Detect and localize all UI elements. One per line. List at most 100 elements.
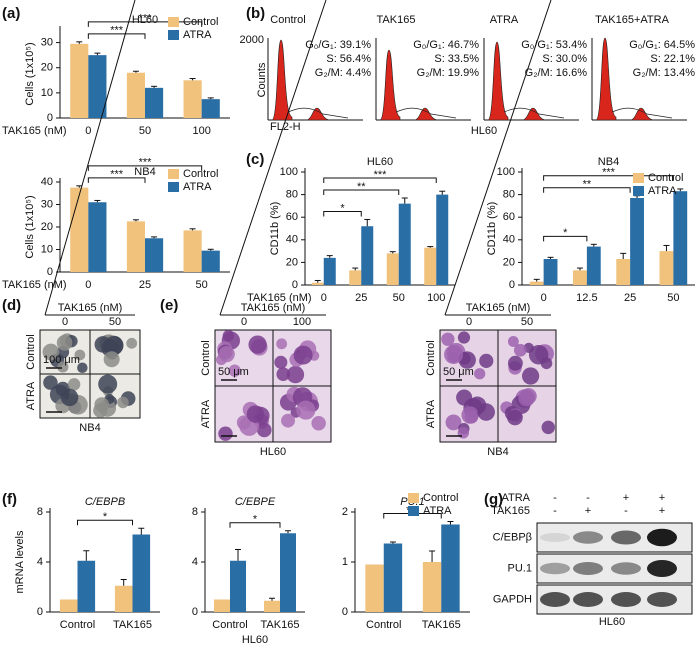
- x-tick-label: Control: [212, 619, 247, 631]
- cell: [296, 400, 316, 420]
- significance-bracket: [87, 165, 203, 171]
- bar: [88, 55, 107, 118]
- cell-cycle-stat: G₀/G₁: 39.1%: [305, 39, 371, 51]
- x-tick-label: 50: [196, 279, 208, 291]
- y-tick-label: 10: [41, 243, 53, 255]
- significance-bracket: [543, 235, 588, 242]
- bar: [88, 202, 107, 272]
- cell: [456, 389, 473, 406]
- y-tick-label: 0: [47, 112, 53, 124]
- blot-band: [573, 562, 603, 575]
- cell: [74, 349, 86, 361]
- header-rule: [44, 0, 136, 316]
- cell: [228, 364, 241, 377]
- error-bar: [132, 219, 139, 222]
- bar: [422, 562, 442, 612]
- x-tick-label: 0: [321, 292, 327, 304]
- panel-label: (b): [246, 5, 265, 22]
- bar: [59, 599, 78, 612]
- significance-label: ***: [110, 169, 124, 181]
- stain-cell-line: NB4: [79, 422, 100, 434]
- flow-title: Control: [270, 14, 305, 26]
- cell: [276, 338, 288, 350]
- legend-label: Control: [183, 16, 218, 28]
- error-bar: [677, 188, 684, 192]
- cell: [477, 403, 495, 421]
- treatment-sign: -: [553, 505, 557, 517]
- y-tick-label: 0: [37, 606, 43, 618]
- stain-row: ATRA: [25, 381, 37, 410]
- error-bar: [389, 251, 396, 254]
- error-bar: [314, 279, 321, 283]
- y-tick-label: 20: [41, 221, 53, 233]
- blot-band: [573, 531, 603, 544]
- bar: [361, 226, 374, 285]
- flow-y-label: Counts: [256, 62, 268, 97]
- error-bar: [207, 97, 214, 100]
- bar: [230, 560, 246, 612]
- chart-title: HL60: [367, 156, 393, 168]
- y-tick-label: 4: [192, 556, 198, 568]
- y-tick-label: 30: [41, 36, 53, 48]
- cell-cycle-stat: G₀/G₁: 46.7%: [413, 39, 479, 51]
- blot-band: [647, 528, 677, 547]
- bar: [424, 247, 437, 285]
- error-bar: [94, 52, 101, 56]
- bar: [114, 585, 133, 612]
- x-tick-label: 0: [85, 125, 91, 137]
- blot-cell-line: HL60: [599, 616, 625, 628]
- error-bar: [120, 579, 127, 586]
- y-axis-label: mRNA levels: [14, 530, 26, 593]
- x-tick-label: TAK165: [113, 619, 152, 631]
- bar: [441, 524, 460, 612]
- fit-curve: [503, 107, 565, 119]
- error-bar: [620, 252, 627, 260]
- cell-cycle-stat: S: 33.5%: [434, 53, 479, 65]
- x-tick-label: TAK165: [261, 619, 300, 631]
- cell: [77, 362, 88, 373]
- legend-label: ATRA: [648, 185, 677, 197]
- stain-column: 50: [109, 316, 121, 328]
- significance-bracket: [87, 33, 146, 39]
- y-tick-label: 100: [497, 166, 515, 178]
- cell: [507, 355, 523, 371]
- error-bar: [533, 278, 540, 282]
- chart-title: NB4: [134, 166, 155, 178]
- significance-label: ***: [374, 169, 388, 181]
- error-bar: [83, 550, 90, 561]
- bar: [70, 187, 89, 272]
- cell-cycle-stat: G₂/M: 16.6%: [525, 67, 588, 79]
- cell: [281, 413, 296, 428]
- y-tick-label: 80: [286, 189, 298, 201]
- panel-label: (a): [2, 5, 20, 22]
- error-bar: [151, 85, 158, 88]
- error-bar: [547, 256, 554, 260]
- bar: [616, 259, 631, 285]
- y-tick-label: 4: [37, 556, 43, 568]
- significance-bracket: [87, 177, 146, 183]
- legend-label: ATRA: [183, 181, 212, 193]
- bar: [126, 221, 145, 272]
- chart-title: HL60: [132, 14, 158, 26]
- x-tick-label: 25: [139, 279, 151, 291]
- cell: [461, 406, 479, 424]
- significance-bracket: [323, 177, 437, 183]
- error-bar: [285, 530, 291, 534]
- error-bar: [235, 549, 241, 561]
- chart-title: C/EBPE: [235, 496, 276, 508]
- cell: [479, 353, 494, 368]
- legend-swatch: [168, 182, 179, 192]
- flow-x-label: FL2-H: [270, 121, 301, 133]
- x-tick-label: 25: [355, 292, 367, 304]
- legend-swatch: [633, 173, 644, 183]
- cell: [94, 397, 110, 412]
- legend-swatch: [168, 30, 179, 40]
- cell-cycle-stat: S: 30.0%: [542, 53, 587, 65]
- cell: [444, 344, 464, 364]
- stain-column: 0: [466, 316, 472, 328]
- x-axis-label: TAK165 (nM): [2, 279, 67, 291]
- scale-label: 50 μm: [443, 366, 474, 378]
- bar: [311, 282, 324, 285]
- cell: [518, 389, 535, 407]
- cell-cycle-stat: G₂/M: 4.4%: [315, 67, 371, 79]
